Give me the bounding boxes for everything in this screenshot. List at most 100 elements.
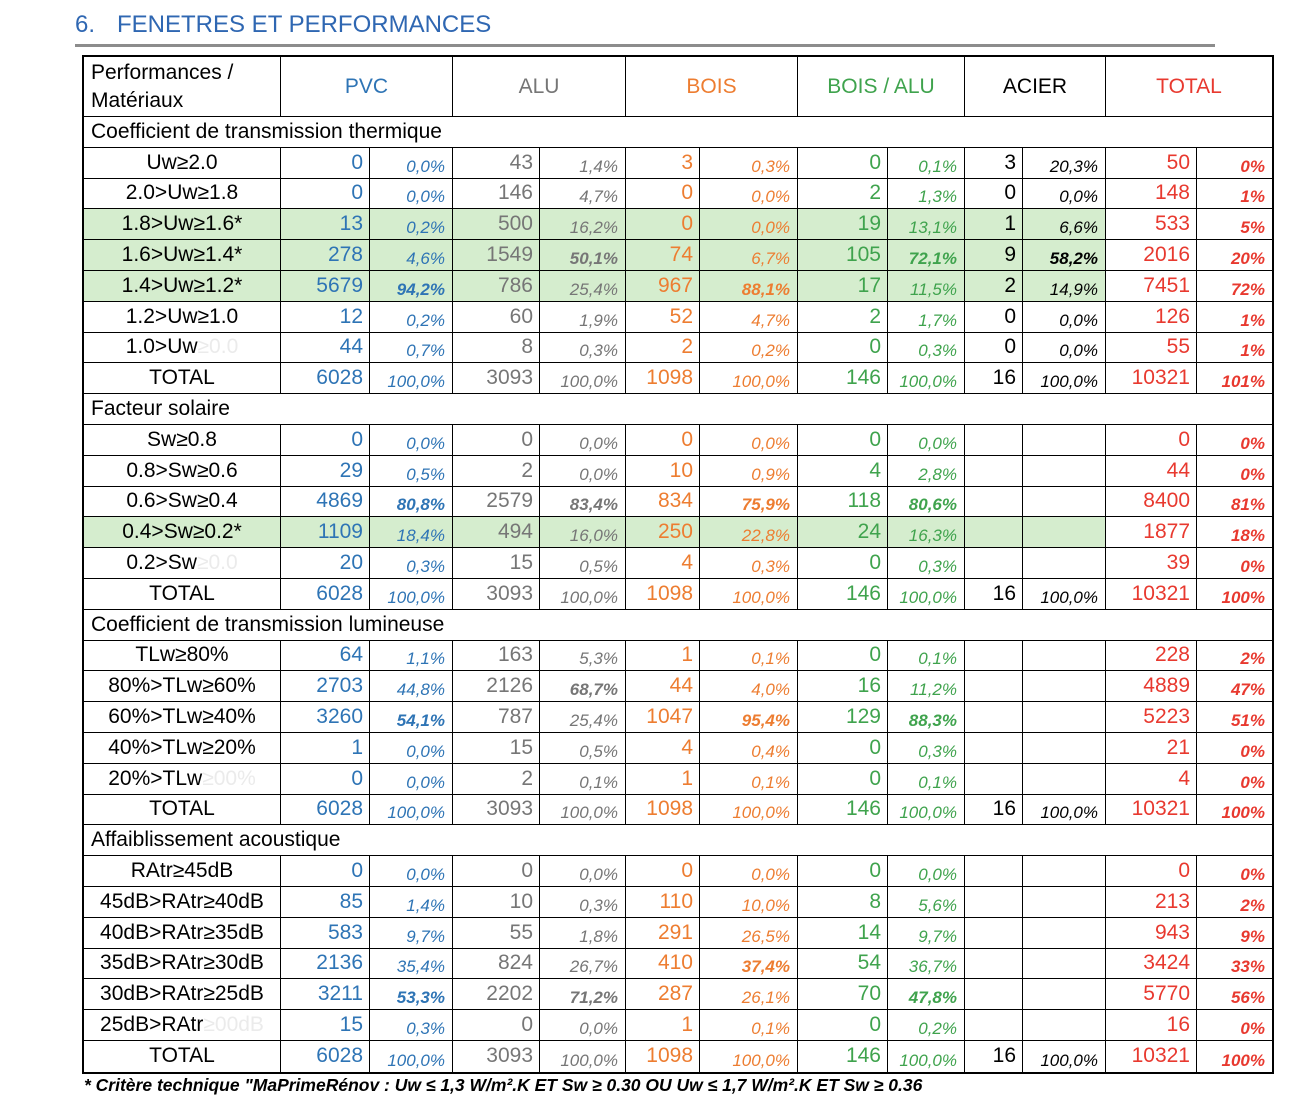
pvc-value: 1109: [281, 517, 370, 548]
row-label-text: 80%>TLw≥60%: [108, 674, 256, 698]
alu-value: 55: [453, 917, 540, 948]
row-label-faint-suffix: ≥0.0: [196, 551, 238, 575]
total-value: 0: [1106, 856, 1197, 886]
bois-alu-value: 2: [798, 301, 888, 332]
total-percent: 81%: [1230, 495, 1265, 515]
bois-value: 0: [626, 856, 700, 886]
bois-alu-percent: 13,1%: [888, 209, 965, 240]
alu-value: 3093: [453, 794, 540, 825]
bois-alu-value: 4: [798, 455, 888, 486]
total-value: 10321: [1106, 578, 1197, 609]
total-value: 55: [1106, 332, 1197, 363]
alu-percent: 100,0%: [540, 1040, 626, 1072]
total-value: 8400: [1106, 486, 1197, 517]
bois-alu-percent: 2,8%: [888, 455, 965, 486]
total-row: TOTAL 6028 100,0% 3093 100,0% 1098 100,0% 146 10…: [84, 363, 1272, 395]
alu-value: 60: [453, 301, 540, 332]
bois-alu-value: 0: [798, 548, 888, 578]
alu-value: 2: [453, 763, 540, 794]
bois-alu-value: 70: [798, 979, 888, 1010]
total-percent: 0%: [1240, 772, 1265, 792]
table-row: 40%>TLw≥20% 1 0,0% 15 0,5% 4 0,4% 0 0,3% 21 0%: [84, 732, 1272, 764]
heading-underline: [75, 44, 1215, 47]
acier-value: [965, 640, 1023, 671]
pvc-value: 1: [281, 732, 370, 763]
row-label-faint-suffix: ≥0.0: [197, 335, 239, 359]
row-label: TLw≥80%: [84, 640, 281, 671]
row-label-text: TOTAL: [149, 366, 215, 390]
bois-percent: 0,1%: [700, 1010, 798, 1040]
total-percent: 1%: [1240, 310, 1265, 330]
acier-percent: 20,3%: [1023, 147, 1106, 178]
total-value: 2016: [1106, 240, 1197, 270]
bois-alu-percent: 16,3%: [888, 517, 965, 548]
section-heading: FENETRES ET PERFORMANCES: [117, 11, 492, 38]
total-percent: 33%: [1230, 957, 1265, 977]
bois-value: 1098: [626, 794, 700, 825]
pvc-value: 0: [281, 178, 370, 209]
pvc-value: 6028: [281, 578, 370, 609]
alu-value: 787: [453, 702, 540, 732]
pvc-value: 64: [281, 640, 370, 671]
alu-value: 2202: [453, 979, 540, 1010]
acier-value: [965, 948, 1023, 979]
pvc-value: 3260: [281, 702, 370, 732]
acier-percent: 0,0%: [1023, 332, 1106, 363]
acier-value: 16: [965, 1040, 1023, 1072]
bois-alu-percent: 47,8%: [888, 979, 965, 1010]
row-label-text: 45dB>RAtr≥40dB: [100, 889, 264, 913]
total-value: 5223: [1106, 702, 1197, 732]
row-label: 0.2>Sw ≥0.0: [84, 548, 281, 578]
row-label: 25dB>RAtr ≥00dB: [84, 1010, 281, 1040]
pvc-percent: 0,2%: [370, 209, 453, 240]
row-label-text: 40dB>RAtr≥35dB: [100, 920, 264, 944]
bois-value: 2: [626, 332, 700, 363]
table-row: Uw≥2.0 0 0,0% 43 1,4% 3 0,3% 0 0,1% 3 20,3% 50 0%: [84, 147, 1272, 179]
pvc-value: 0: [281, 763, 370, 794]
bois-alu-value: 129: [798, 702, 888, 732]
pvc-value: 44: [281, 332, 370, 363]
bois-alu-value: 0: [798, 763, 888, 794]
pvc-value: 12: [281, 301, 370, 332]
total-percent: 0%: [1240, 433, 1265, 453]
row-label: 0.8>Sw≥0.6: [84, 455, 281, 486]
total-percent: 0%: [1240, 864, 1265, 884]
header-total: TOTAL: [1156, 74, 1222, 98]
performance-table: Performances / Matériaux PVC ALU BOIS BO…: [82, 55, 1274, 1074]
bois-alu-percent: 0,3%: [888, 548, 965, 578]
bois-value: 4: [626, 732, 700, 763]
bois-percent: 100,0%: [700, 578, 798, 609]
row-label: 60%>TLw≥40%: [84, 702, 281, 732]
bois-alu-percent: 1,7%: [888, 301, 965, 332]
bois-percent: 6,7%: [700, 240, 798, 270]
acier-percent: [1023, 763, 1106, 794]
acier-value: [965, 548, 1023, 578]
total-percent: 100%: [1221, 803, 1265, 823]
acier-value: [965, 1010, 1023, 1040]
bois-percent: 0,0%: [700, 178, 798, 209]
bois-alu-percent: 1,3%: [888, 178, 965, 209]
pvc-percent: 35,4%: [370, 948, 453, 979]
bois-alu-value: 0: [798, 732, 888, 763]
table-row: 20%>TLw ≥00% 0 0,0% 2 0,1% 1 0,1% 0 0,1% 4 0%: [84, 763, 1272, 795]
bois-alu-percent: 100,0%: [888, 794, 965, 825]
row-label-text: Sw≥0.8: [147, 427, 217, 451]
alu-value: 146: [453, 178, 540, 209]
bois-percent: 0,1%: [700, 763, 798, 794]
alu-percent: 26,7%: [540, 948, 626, 979]
alu-percent: 25,4%: [540, 270, 626, 301]
alu-percent: 0,5%: [540, 548, 626, 578]
table-row: TLw≥80% 64 1,1% 163 5,3% 1 0,1% 0 0,1% 228 2%: [84, 640, 1272, 672]
row-label-text: 1.4>Uw≥1.2*: [121, 273, 243, 297]
acier-value: 3: [965, 147, 1023, 178]
bois-value: 834: [626, 486, 700, 517]
acier-value: [965, 486, 1023, 517]
acier-value: [965, 732, 1023, 763]
pvc-percent: 0,0%: [370, 178, 453, 209]
alu-percent: 0,0%: [540, 455, 626, 486]
row-label: TOTAL: [84, 578, 281, 609]
bois-alu-percent: 0,0%: [888, 424, 965, 455]
bois-value: 287: [626, 979, 700, 1010]
bois-value: 250: [626, 517, 700, 548]
row-label: RAtr≥45dB: [84, 856, 281, 886]
